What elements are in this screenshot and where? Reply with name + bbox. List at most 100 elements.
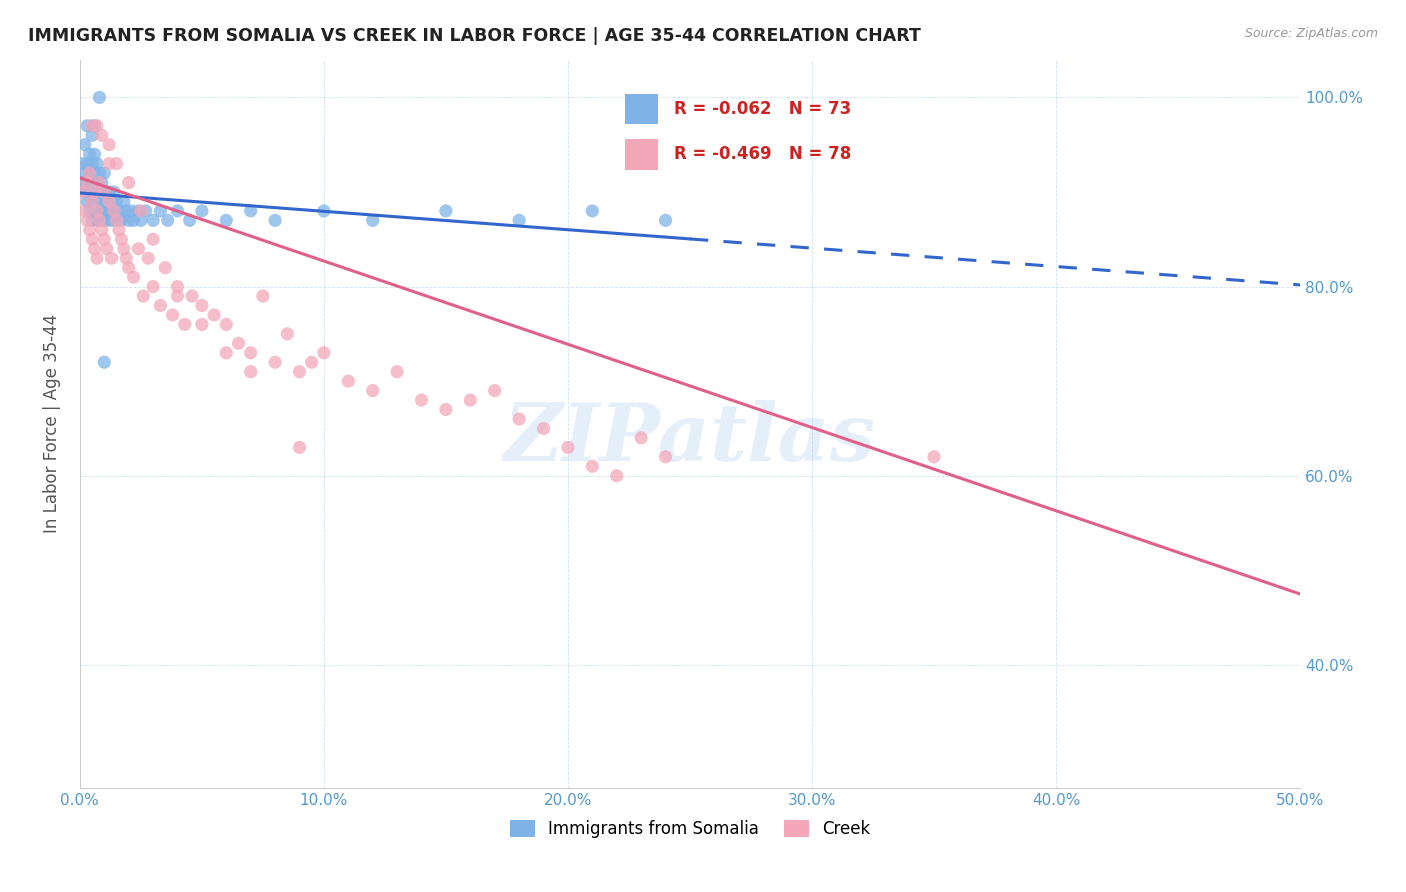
Point (132, 289, 155, 303)
Point (215, 346, 238, 360)
Point (118, 260, 141, 275)
FancyBboxPatch shape (624, 139, 658, 169)
Point (127, 242, 149, 256)
Point (112, 242, 135, 256)
Point (76, 176, 98, 190)
Point (110, 213, 132, 227)
Point (80, 119, 103, 133)
Point (110, 232, 132, 246)
Point (162, 308, 184, 322)
Point (252, 289, 274, 303)
Point (484, 384, 506, 398)
Point (86, 156, 108, 170)
Point (581, 203, 603, 218)
Point (127, 203, 149, 218)
Point (508, 213, 530, 227)
Point (239, 365, 262, 379)
Point (76, 176, 98, 190)
Point (276, 326, 298, 341)
Point (312, 346, 335, 360)
Point (93, 232, 115, 246)
Point (98, 156, 121, 170)
Point (142, 232, 165, 246)
Point (122, 213, 145, 227)
Point (90, 194, 112, 209)
Point (630, 431, 652, 445)
Point (112, 194, 135, 209)
Point (79, 185, 101, 199)
Point (129, 213, 152, 227)
Point (83, 203, 105, 218)
Point (103, 185, 125, 199)
Point (79, 166, 101, 180)
Text: R = -0.469   N = 78: R = -0.469 N = 78 (675, 145, 852, 163)
Point (80, 232, 103, 246)
Point (654, 450, 676, 464)
Text: Source: ZipAtlas.com: Source: ZipAtlas.com (1244, 27, 1378, 40)
Point (149, 203, 172, 218)
Point (654, 213, 676, 227)
Point (72, 185, 94, 199)
Point (135, 203, 157, 218)
Point (100, 194, 122, 209)
Point (173, 318, 195, 332)
Point (191, 203, 214, 218)
Point (83, 119, 105, 133)
Point (72, 176, 94, 190)
Point (100, 213, 122, 227)
Point (434, 203, 457, 218)
Point (80, 176, 103, 190)
Point (98, 185, 121, 199)
Point (166, 203, 188, 218)
Point (100, 251, 122, 265)
Point (191, 298, 214, 312)
Point (508, 412, 530, 426)
Point (76, 156, 98, 170)
Point (105, 213, 128, 227)
Point (93, 203, 115, 218)
Point (156, 213, 179, 227)
Point (215, 213, 238, 227)
Text: IMMIGRANTS FROM SOMALIA VS CREEK IN LABOR FORCE | AGE 35-44 CORRELATION CHART: IMMIGRANTS FROM SOMALIA VS CREEK IN LABO… (28, 27, 921, 45)
Point (108, 223, 131, 237)
Point (76, 213, 98, 227)
Point (86, 119, 108, 133)
Point (96, 242, 118, 256)
Point (557, 441, 579, 455)
Point (288, 441, 311, 455)
Point (122, 270, 145, 285)
Point (239, 203, 262, 218)
Point (264, 355, 287, 369)
Point (142, 213, 165, 227)
Point (90, 213, 112, 227)
Point (98, 137, 121, 152)
Point (80, 128, 103, 143)
Point (361, 213, 384, 227)
Point (89, 203, 111, 218)
Point (202, 308, 225, 322)
Point (166, 279, 188, 293)
Point (79, 223, 101, 237)
Point (90, 223, 112, 237)
Point (312, 203, 335, 218)
Point (98, 203, 121, 218)
Point (89, 166, 111, 180)
Point (86, 176, 108, 190)
Point (90, 128, 112, 143)
Point (115, 203, 138, 218)
Point (105, 194, 128, 209)
Point (83, 185, 105, 199)
Point (73, 185, 96, 199)
Point (76, 119, 98, 133)
Point (105, 156, 128, 170)
Point (228, 336, 250, 351)
Point (288, 365, 311, 379)
Point (361, 384, 384, 398)
Point (118, 176, 141, 190)
Point (80, 156, 103, 170)
Point (79, 166, 101, 180)
Y-axis label: In Labor Force | Age 35-44: In Labor Force | Age 35-44 (44, 314, 60, 533)
Point (73, 166, 96, 180)
Text: R = -0.062   N = 73: R = -0.062 N = 73 (675, 100, 852, 118)
Point (301, 355, 323, 369)
